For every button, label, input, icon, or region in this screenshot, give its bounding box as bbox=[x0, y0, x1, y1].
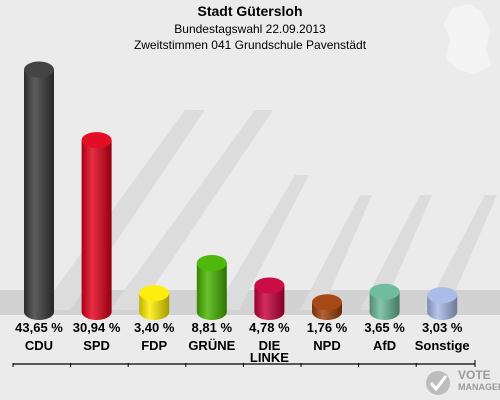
category-label: AfD bbox=[373, 338, 396, 353]
bar-afd bbox=[369, 283, 400, 320]
bar-cap bbox=[139, 285, 170, 302]
value-label: 3,40 % bbox=[134, 320, 175, 335]
bar-fdp bbox=[139, 285, 170, 320]
bar-body bbox=[254, 285, 285, 320]
bar-cap bbox=[312, 294, 342, 311]
map-silhouette-icon bbox=[444, 4, 492, 74]
category-label: SPD bbox=[83, 338, 110, 353]
category-label: FDP bbox=[141, 338, 167, 353]
chart-subtitle-election: Bundestagswahl 22.09.2013 bbox=[174, 22, 326, 36]
bar-body bbox=[81, 140, 112, 320]
category-label: LINKE bbox=[250, 350, 289, 365]
background-stripe bbox=[40, 110, 205, 310]
value-label: 43,65 % bbox=[15, 320, 63, 335]
bar-cap bbox=[254, 277, 285, 294]
bar-cdu bbox=[24, 61, 54, 320]
logo-text-vote: VOTE bbox=[458, 368, 491, 382]
value-label: 1,76 % bbox=[307, 320, 348, 335]
background-stripe bbox=[360, 195, 432, 310]
bar-body bbox=[24, 69, 54, 320]
background-stripe bbox=[110, 110, 273, 310]
background-stripe bbox=[215, 175, 309, 310]
value-label: 3,65 % bbox=[364, 320, 405, 335]
chart-title: Stadt Gütersloh bbox=[197, 3, 303, 19]
category-label: Sonstige bbox=[415, 338, 470, 353]
value-label: 30,94 % bbox=[73, 320, 121, 335]
category-label: CDU bbox=[25, 338, 53, 353]
category-label: NPD bbox=[313, 338, 340, 353]
category-label: DIE bbox=[259, 338, 281, 353]
vote-manager-logo-icon bbox=[426, 371, 450, 395]
value-label: 3,03 % bbox=[422, 320, 463, 335]
bar-cap bbox=[427, 287, 458, 304]
value-label: 4,78 % bbox=[249, 320, 290, 335]
bar-cap bbox=[369, 283, 400, 300]
background-stripe bbox=[300, 195, 372, 310]
bar-body bbox=[196, 263, 227, 320]
background-stripe bbox=[425, 195, 497, 310]
bar-grüne bbox=[196, 255, 227, 320]
bar-cap bbox=[81, 132, 112, 149]
category-label: GRÜNE bbox=[188, 338, 235, 353]
logo-text-manager: MANAGER bbox=[458, 382, 500, 392]
bar-cap bbox=[24, 61, 54, 78]
bar-spd bbox=[81, 132, 112, 320]
chart-subtitle-district: Zweitstimmen 041 Grundschule Pavenstädt bbox=[133, 38, 367, 52]
bar-sonstige bbox=[427, 287, 458, 320]
value-label: 8,81 % bbox=[192, 320, 233, 335]
bar-cap bbox=[196, 255, 227, 272]
bar-die-linke bbox=[254, 277, 285, 320]
bar-npd bbox=[312, 294, 342, 320]
bar-body bbox=[369, 291, 400, 320]
